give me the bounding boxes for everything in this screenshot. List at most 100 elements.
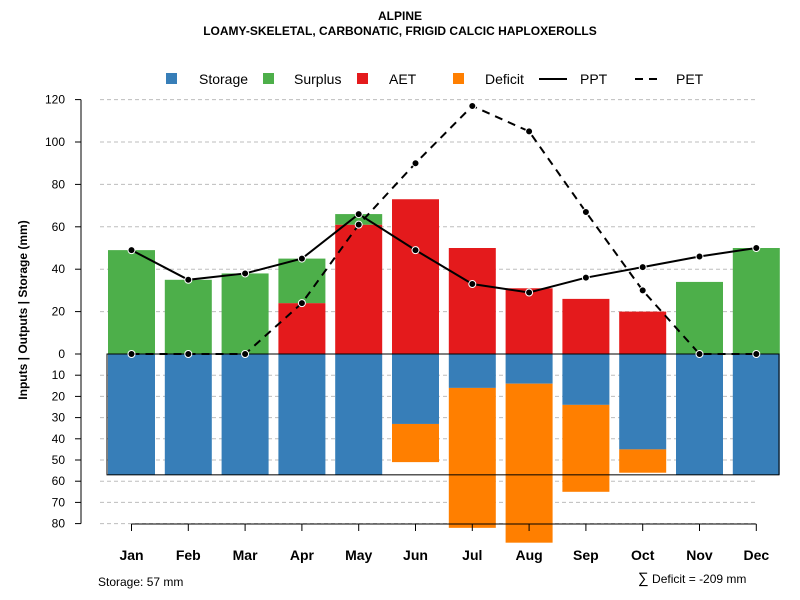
x-tick-label: Jun <box>403 547 428 563</box>
y-tick-label: 120 <box>45 93 65 107</box>
aet-bar <box>278 303 326 354</box>
storage-bar <box>278 354 326 475</box>
pet-point <box>468 101 477 110</box>
surplus-bar <box>164 279 212 354</box>
pet-point <box>354 220 363 229</box>
storage-bar <box>392 354 439 424</box>
surplus-bar <box>676 281 723 354</box>
ppt-point <box>468 280 477 289</box>
deficit-bar <box>505 383 553 543</box>
pet-point <box>695 350 704 358</box>
y-tick-label: 70 <box>52 495 66 509</box>
aet-bar <box>505 288 553 354</box>
storage-bar <box>108 354 155 475</box>
pet-point <box>638 286 647 295</box>
y-tick-label: 40 <box>52 262 66 276</box>
y-tick-label: 20 <box>52 305 66 319</box>
aet-bar <box>562 298 610 354</box>
x-tick-label: Jan <box>119 547 143 563</box>
ppt-point <box>127 246 136 255</box>
x-tick-label: Apr <box>290 547 315 563</box>
x-tick-label: Feb <box>176 547 201 563</box>
y-tick-label: 0 <box>58 347 65 361</box>
ppt-point <box>695 252 704 261</box>
storage-bar <box>335 354 383 475</box>
x-tick-label: Jul <box>462 547 482 563</box>
legend-label: AET <box>389 71 417 87</box>
storage-note: Storage: 57 mm <box>98 575 184 589</box>
pet-point <box>184 350 193 358</box>
surplus-bar <box>108 250 155 354</box>
y-tick-label: 40 <box>52 432 66 446</box>
y-tick-label: 80 <box>52 517 66 531</box>
y-tick-label: 30 <box>52 411 66 425</box>
deficit-bar <box>562 404 610 492</box>
pet-point <box>525 127 534 136</box>
y-tick-label: 80 <box>52 177 66 191</box>
legend-label: PPT <box>580 71 608 87</box>
legend-label: PET <box>676 71 704 87</box>
x-tick-label: Oct <box>631 547 655 563</box>
aet-bar <box>619 311 667 354</box>
ppt-point <box>184 275 193 284</box>
pet-point <box>581 207 590 216</box>
legend-swatch <box>357 73 368 84</box>
legend-swatch <box>166 73 177 84</box>
ppt-line <box>131 212 757 294</box>
chart-title: ALPINE <box>377 9 422 23</box>
storage-bar <box>562 354 610 405</box>
ppt-point <box>638 263 647 272</box>
y-tick-label: 60 <box>52 220 66 234</box>
storage-capacity-box <box>106 353 780 476</box>
pet-point <box>297 299 306 308</box>
ppt-point <box>241 269 250 278</box>
ppt-point <box>752 244 761 252</box>
y-tick-label: 50 <box>52 453 66 467</box>
ppt-point <box>297 254 306 263</box>
pet-point <box>241 350 250 358</box>
storage-bar <box>619 354 667 450</box>
storage-bar <box>164 354 212 475</box>
x-tick-label: May <box>345 547 372 563</box>
storage-bar <box>448 354 496 388</box>
aet-bar <box>448 248 496 354</box>
storage-bar <box>505 354 553 384</box>
x-tick-label: Sep <box>573 547 599 563</box>
deficit-bar <box>619 449 667 473</box>
ppt-point <box>581 273 590 282</box>
storage-bar <box>221 354 269 475</box>
pet-point <box>752 350 761 358</box>
deficit-bar <box>448 387 496 528</box>
legend-label: Storage <box>199 71 248 87</box>
y-tick-label: 100 <box>45 135 65 149</box>
deficit-bar <box>392 423 439 463</box>
y-axis-title: Inputs | Outputs | Storage (mm) <box>16 220 30 399</box>
legend-label: Surplus <box>294 71 341 87</box>
storage-bar <box>732 354 780 475</box>
legend-label: Deficit <box>485 71 524 87</box>
surplus-bar <box>335 214 383 225</box>
y-tick-label: 60 <box>52 474 66 488</box>
pet-point <box>127 350 136 358</box>
chart-subtitle: LOAMY-SKELETAL, CARBONATIC, FRIGID CALCI… <box>203 24 597 38</box>
y-tick-label: 20 <box>52 389 66 403</box>
ppt-point <box>525 288 534 297</box>
aet-bar <box>335 224 383 354</box>
pet-point <box>411 159 420 168</box>
aet-bar <box>392 199 439 354</box>
deficit-note: ∑ Deficit = -209 mm <box>638 570 746 587</box>
deficit-total: Deficit = -209 mm <box>652 572 747 586</box>
x-tick-label: Mar <box>233 547 258 563</box>
sigma-symbol: ∑ <box>638 570 649 587</box>
x-tick-label: Dec <box>743 547 769 563</box>
surplus-bar <box>221 273 269 354</box>
storage-bar <box>676 354 723 475</box>
pet-line <box>131 104 757 355</box>
y-tick-label: 10 <box>52 368 66 382</box>
surplus-bar <box>732 248 780 354</box>
x-tick-label: Aug <box>515 547 542 563</box>
ppt-point <box>354 210 363 219</box>
legend-swatch <box>453 73 464 84</box>
x-tick-label: Nov <box>686 547 713 563</box>
